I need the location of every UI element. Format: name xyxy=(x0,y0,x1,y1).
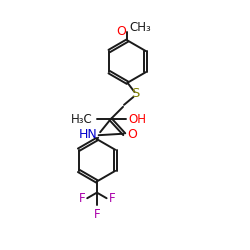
Text: CH₃: CH₃ xyxy=(130,20,151,34)
Text: H₃C: H₃C xyxy=(71,113,93,126)
Text: S: S xyxy=(131,88,140,101)
Text: F: F xyxy=(78,192,85,205)
Text: F: F xyxy=(108,192,115,205)
Text: O: O xyxy=(116,24,126,38)
Text: OH: OH xyxy=(128,113,146,126)
Text: O: O xyxy=(128,128,138,141)
Text: F: F xyxy=(94,208,100,220)
Text: HN: HN xyxy=(79,128,98,141)
